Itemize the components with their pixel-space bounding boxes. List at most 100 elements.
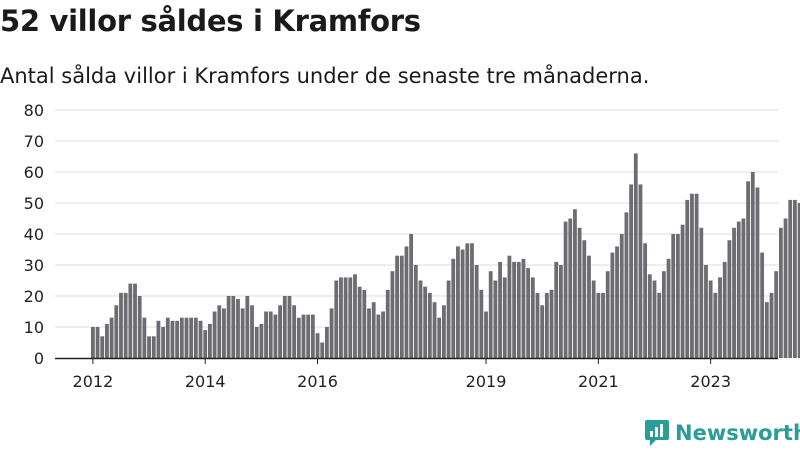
- bar: [549, 289, 554, 358]
- bar: [601, 292, 605, 358]
- bar: [175, 320, 180, 358]
- bar: [184, 317, 189, 358]
- bar: [643, 243, 648, 358]
- bar: [587, 255, 591, 358]
- bar: [591, 280, 596, 358]
- bar: [385, 289, 390, 358]
- bar: [554, 261, 559, 358]
- bar: [264, 311, 268, 358]
- bar: [638, 184, 643, 358]
- bar: [661, 271, 666, 358]
- bar: [423, 286, 428, 358]
- bar: [245, 296, 250, 358]
- bar: [484, 311, 488, 358]
- bar: [142, 317, 147, 358]
- bar: [161, 327, 165, 358]
- bar: [774, 271, 779, 358]
- bar: [325, 327, 329, 358]
- bar: [521, 258, 526, 358]
- bar: [156, 320, 161, 358]
- bar: [470, 243, 474, 358]
- bar: [474, 265, 479, 358]
- bar: [100, 336, 105, 358]
- bar: [498, 261, 502, 358]
- bar: [713, 292, 718, 358]
- bar: [193, 317, 198, 358]
- bar: [287, 296, 292, 358]
- bar: [755, 187, 760, 358]
- bar: [760, 252, 765, 358]
- bar: [212, 311, 217, 358]
- newsworthy-logo-icon: [645, 420, 669, 446]
- bar: [362, 289, 367, 358]
- bar: [404, 246, 409, 358]
- bar: [605, 271, 610, 358]
- bar: [690, 193, 694, 358]
- bar: [540, 305, 545, 358]
- bar: [797, 203, 800, 358]
- bar: [413, 265, 418, 358]
- bar: [334, 280, 339, 358]
- bar: [764, 302, 769, 358]
- bar: [437, 317, 442, 358]
- bar: [268, 311, 273, 358]
- bar: [114, 305, 119, 358]
- bar: [666, 258, 671, 358]
- y-tick-label: 10: [24, 318, 44, 337]
- bar: [741, 218, 746, 358]
- x-tick-label: 2014: [185, 372, 226, 391]
- brand-name: Newsworthy: [675, 421, 800, 445]
- bar: [596, 292, 601, 358]
- bar: [624, 212, 629, 358]
- bar: [493, 280, 498, 358]
- bar: [451, 258, 456, 358]
- bar: [273, 314, 278, 358]
- bar: [353, 274, 357, 358]
- bar: [123, 292, 128, 358]
- bar: [367, 308, 371, 358]
- bar: [633, 153, 638, 358]
- bar: [198, 320, 203, 358]
- bar: [236, 299, 240, 358]
- bar: [456, 246, 460, 358]
- y-tick-label: 40: [24, 225, 44, 244]
- bar: [109, 317, 114, 358]
- bar: [250, 305, 254, 358]
- bar: [479, 289, 484, 358]
- bar: [231, 296, 236, 358]
- bar: [348, 277, 353, 358]
- bar: [189, 317, 194, 358]
- bar: [395, 255, 399, 358]
- bar: [315, 333, 320, 358]
- bar-chart: 0 10 20 30 40 50 60 70 80 2012 2014 2016 2019 2021 202…: [24, 101, 800, 391]
- x-tick-label: 2019: [466, 372, 507, 391]
- bar: [95, 327, 100, 358]
- bar: [610, 252, 615, 358]
- bar: [582, 240, 587, 358]
- bar: [671, 234, 676, 358]
- bar: [310, 314, 315, 358]
- bar: [119, 292, 123, 358]
- chart-title: 52 villor såldes i Kramfors: [0, 4, 421, 38]
- bar: [381, 311, 385, 358]
- bar: [736, 221, 741, 358]
- bar: [708, 280, 713, 358]
- bar: [699, 227, 704, 358]
- bar: [329, 308, 334, 358]
- bar: [208, 323, 212, 358]
- bar: [371, 302, 376, 358]
- bar: [278, 305, 282, 358]
- y-tick-label: 20: [24, 287, 44, 306]
- bar: [783, 218, 788, 358]
- bar: [170, 320, 175, 358]
- bar: [165, 317, 170, 358]
- y-tick-label: 30: [24, 256, 44, 275]
- bar: [465, 243, 470, 358]
- bar: [516, 261, 521, 358]
- bar: [282, 296, 287, 358]
- bar: [306, 314, 311, 358]
- bar: [652, 280, 657, 358]
- bar: [128, 283, 133, 358]
- bar: [676, 234, 680, 358]
- bar: [563, 221, 568, 358]
